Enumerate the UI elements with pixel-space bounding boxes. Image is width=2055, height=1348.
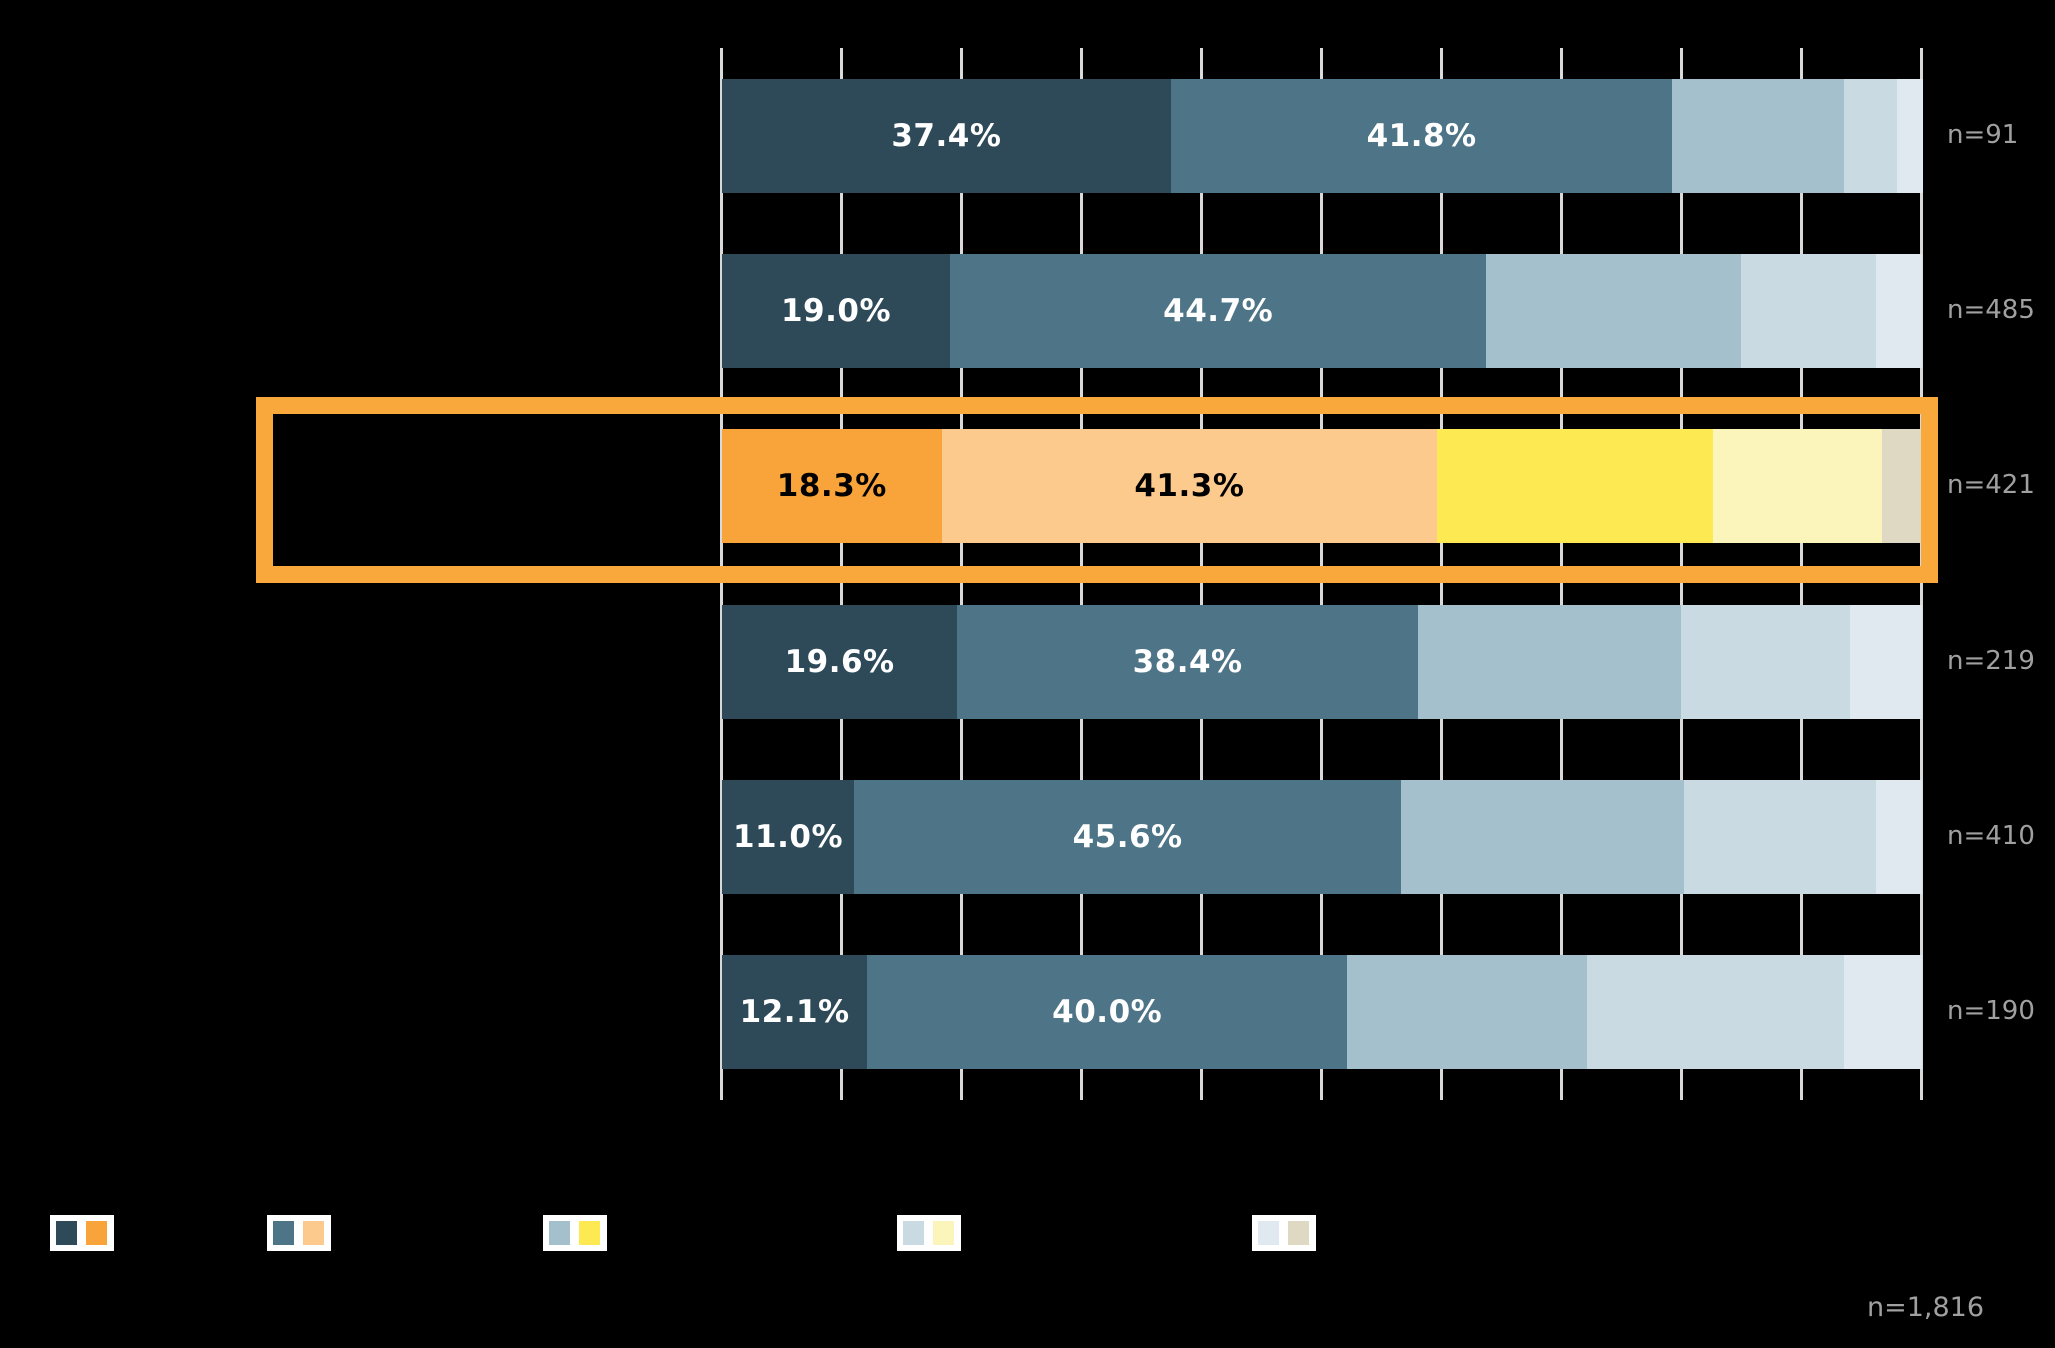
bar-segment <box>1418 604 1681 719</box>
legend-swatch-blue <box>56 1221 77 1245</box>
value-label: 12.1% <box>739 994 850 1031</box>
bar-segment <box>854 780 1402 894</box>
sample-size-label: n=190 <box>1947 996 2035 1027</box>
total-sample-size-label: n=1,816 <box>1867 1292 1985 1323</box>
bar-row: 11.0% 45.6% <box>722 780 1922 894</box>
legend-swatch-orange <box>1288 1221 1309 1245</box>
value-label: 41.8% <box>1366 117 1477 154</box>
bar-segment <box>722 955 868 1070</box>
sample-size-label: n=410 <box>1947 821 2035 851</box>
legend-swatch-blue <box>273 1221 294 1245</box>
bar-row: 19.0% 44.7% <box>722 254 1922 368</box>
bar-segment <box>722 780 854 894</box>
legend-swatch-orange <box>933 1221 954 1245</box>
bar-row: 19.6% 38.4% <box>722 604 1922 719</box>
legend-item <box>267 1215 331 1251</box>
bar-segment <box>1896 78 1924 193</box>
bar-segment <box>722 78 1171 193</box>
bar-segment <box>950 254 1487 368</box>
bar-segment <box>1713 429 1883 544</box>
bar-segment <box>1486 254 1741 368</box>
legend-swatch-blue <box>903 1221 924 1245</box>
bar-row: 12.1% 40.0% <box>722 955 1922 1070</box>
legend-item <box>897 1215 961 1251</box>
value-label: 38.4% <box>1132 643 1243 680</box>
bar-segment <box>1876 780 1922 894</box>
sample-size-label: n=421 <box>1947 470 2035 501</box>
bar-segment <box>1587 955 1844 1070</box>
legend-swatch-orange <box>303 1221 324 1245</box>
bar-segment <box>1401 780 1685 894</box>
sample-size-label: n=485 <box>1947 295 2035 325</box>
legend-item <box>543 1215 607 1251</box>
legend-item <box>50 1215 114 1251</box>
legend-swatch-orange <box>86 1221 107 1245</box>
value-label: 45.6% <box>1072 819 1183 855</box>
legend-swatch-orange <box>579 1221 600 1245</box>
bar-segment <box>1882 429 1922 544</box>
bar-segment <box>1170 78 1673 193</box>
bar-segment <box>1740 254 1877 368</box>
bar-row: 37.4% 41.8% <box>722 78 1924 193</box>
bar-segment <box>867 955 1348 1070</box>
value-label: 11.0% <box>732 819 844 855</box>
bar-segment <box>1844 955 1922 1070</box>
value-label: 41.3% <box>1134 468 1245 505</box>
bar-segment <box>1850 604 1922 719</box>
highlight-outline <box>256 397 1938 583</box>
legend-swatch-blue <box>549 1221 570 1245</box>
value-label: 18.3% <box>776 468 887 505</box>
legend-item <box>1252 1215 1316 1251</box>
bar-segment <box>1672 78 1844 193</box>
value-label: 19.6% <box>784 643 895 680</box>
value-label: 40.0% <box>1052 994 1163 1031</box>
value-label: 37.4% <box>891 117 1002 154</box>
bar-segment <box>722 604 958 719</box>
bar-segment <box>1347 955 1588 1070</box>
bar-segment <box>957 604 1418 719</box>
bar-segment <box>1680 604 1850 719</box>
bar-segment <box>722 254 950 368</box>
sample-size-label: n=219 <box>1947 645 2035 676</box>
bar-row: 18.3% 41.3% <box>722 429 1922 544</box>
bar-segment <box>1876 254 1922 368</box>
bar-segment <box>1684 780 1877 894</box>
sample-size-label: n=91 <box>1947 119 2019 150</box>
bar-segment <box>722 429 942 544</box>
value-label: 44.7% <box>1163 293 1274 329</box>
bar-segment <box>941 429 1438 544</box>
bar-segment <box>1437 429 1714 544</box>
bar-segment <box>1844 78 1897 193</box>
legend-swatch-blue <box>1258 1221 1279 1245</box>
value-label: 19.0% <box>780 293 892 329</box>
